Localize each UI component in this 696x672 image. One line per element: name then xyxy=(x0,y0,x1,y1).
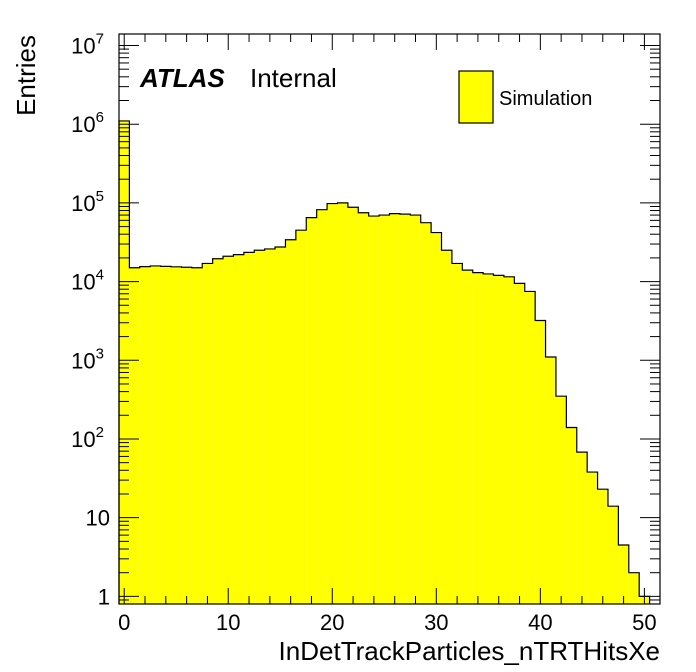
y-tick-label: 103 xyxy=(71,345,104,373)
histogram-bar xyxy=(285,239,296,604)
histogram-bar xyxy=(306,217,317,604)
histogram-bar xyxy=(597,489,608,604)
x-tick-label: 10 xyxy=(216,610,240,635)
x-tick-label: 20 xyxy=(320,610,344,635)
histogram-bar xyxy=(410,215,421,604)
histogram-bar xyxy=(451,263,463,604)
y-tick-labels: 1 10 102 103 104 105 106 107 xyxy=(71,30,110,609)
x-axis-title: InDetTrackParticles_nTRTHitsXe xyxy=(279,636,660,666)
histogram-bar xyxy=(327,203,338,605)
legend-label-simulation: Simulation xyxy=(499,88,592,110)
histogram-bar xyxy=(472,272,484,604)
histogram-bar xyxy=(483,273,494,604)
histogram-bar xyxy=(129,267,140,604)
histogram-bar xyxy=(587,472,598,604)
histogram-bar xyxy=(389,213,400,604)
x-tick-labels: 0 10 20 30 40 50 xyxy=(118,610,657,635)
histogram-bar xyxy=(524,291,536,604)
histogram-bar xyxy=(576,452,588,604)
y-tick-label: 104 xyxy=(71,267,104,295)
legend: Simulation xyxy=(458,70,592,124)
histogram-bar xyxy=(514,283,525,604)
histogram-outline xyxy=(118,120,651,604)
histogram-bar xyxy=(462,270,473,604)
y-tick-label: 107 xyxy=(71,30,104,58)
histogram-bar xyxy=(493,275,504,604)
histogram-bar xyxy=(139,266,151,604)
histogram-bar xyxy=(243,252,255,605)
histogram-bar xyxy=(160,266,172,604)
histogram-bar xyxy=(628,572,640,604)
histogram-bar xyxy=(607,506,619,604)
x-tick-label: 50 xyxy=(632,610,656,635)
histogram-bar xyxy=(275,247,286,605)
histogram-bar xyxy=(368,216,380,604)
histogram-bar xyxy=(441,250,452,605)
histogram-bar xyxy=(399,214,411,605)
legend-swatch-simulation xyxy=(458,70,494,124)
histogram-bar xyxy=(316,209,328,604)
y-axis-title: Entries xyxy=(11,35,41,116)
histogram-bar xyxy=(202,263,213,604)
histogram-bar xyxy=(212,258,224,604)
atlas-experiment-label: ATLAS xyxy=(139,63,225,93)
histogram-bar xyxy=(566,427,577,604)
histogram-bars xyxy=(119,120,650,605)
axis-ticks xyxy=(119,34,660,604)
histogram-bar xyxy=(420,222,432,604)
histogram-bar xyxy=(545,357,556,604)
x-tick-label: 0 xyxy=(118,610,130,635)
histogram-bar xyxy=(379,215,390,604)
histogram-bar xyxy=(171,266,182,604)
histogram-bar xyxy=(358,212,369,604)
atlas-status-label: Internal xyxy=(250,63,337,93)
histogram-bar xyxy=(119,120,130,604)
x-tick-label: 30 xyxy=(424,610,448,635)
histogram-bar xyxy=(503,276,515,604)
histogram-bar xyxy=(150,265,161,604)
atlas-label: ATLAS Internal xyxy=(139,63,337,93)
histogram-bar xyxy=(337,202,348,604)
histogram-bar xyxy=(431,232,442,604)
histogram-bar xyxy=(555,396,567,604)
histogram-bar xyxy=(223,256,234,604)
y-tick-label: 102 xyxy=(71,424,104,452)
histogram-bar xyxy=(233,254,244,605)
histogram-bar xyxy=(347,207,359,604)
histogram-bar xyxy=(264,248,276,605)
y-tick-label: 10 xyxy=(86,506,110,531)
histogram-bar xyxy=(181,267,192,604)
histogram-bar xyxy=(535,320,546,604)
plot-frame xyxy=(118,33,661,605)
x-tick-label: 40 xyxy=(528,610,552,635)
y-tick-label: 1 xyxy=(98,584,110,609)
histogram-bar xyxy=(254,250,265,605)
histogram-bar xyxy=(295,230,307,605)
y-tick-label: 105 xyxy=(71,188,104,216)
histogram-bar xyxy=(618,544,629,604)
histogram-bar xyxy=(191,267,203,604)
y-tick-label: 106 xyxy=(71,109,104,137)
